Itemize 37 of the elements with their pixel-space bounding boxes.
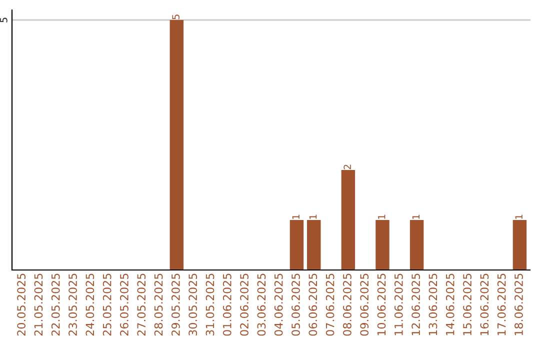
data-label: 5	[172, 14, 180, 20]
x-tick-label: 10.06.2025	[377, 274, 386, 336]
x-tick-label: 03.06.2025	[257, 274, 266, 336]
x-tick-label: 24.05.2025	[86, 274, 94, 336]
x-tick-label: 18.06.2025	[514, 274, 523, 336]
x-tick-label: 27.05.2025	[137, 274, 146, 336]
x-tick-label: 09.06.2025	[360, 274, 369, 336]
x-tick-label: 16.06.2025	[480, 274, 489, 336]
x-tick-label: 14.06.2025	[446, 274, 454, 336]
data-label: 2	[344, 164, 351, 170]
x-tick-label: 20.05.2025	[17, 274, 26, 336]
x-tick-label: 17.06.2025	[497, 274, 506, 336]
x-tick-label: 11.06.2025	[394, 274, 403, 336]
x-tick-label: 15.06.2025	[463, 274, 472, 336]
data-label: 1	[309, 214, 317, 219]
x-tick-label: 05.06.2025	[292, 274, 300, 336]
x-tick-label: 01.06.2025	[222, 274, 232, 336]
x-tick-label: 30.05.2025	[188, 274, 198, 336]
x-tick-label: 06.06.2025	[308, 274, 318, 336]
x-tick-label: 02.06.2025	[240, 274, 248, 336]
x-tick-label: 22.05.2025	[51, 274, 60, 336]
x-tick-label: 26.05.2025	[120, 274, 128, 336]
x-tick-label: 25.05.2025	[102, 274, 112, 336]
x-tick-label: 13.06.2025	[428, 274, 438, 336]
data-label: 1	[378, 214, 386, 219]
x-tick-label: 04.06.2025	[274, 274, 283, 336]
x-tick-label: 12.06.2025	[412, 274, 420, 336]
x-tick-label: 07.06.2025	[326, 274, 334, 336]
x-tick-label: 28.05.2025	[154, 274, 163, 336]
data-label: 1	[412, 214, 420, 219]
x-tick-label: 23.05.2025	[68, 274, 77, 336]
x-tick-label: 21.05.2025	[34, 274, 43, 336]
x-tick-label: 31.05.2025	[206, 274, 214, 336]
x-tick-label: 08.06.2025	[343, 274, 352, 336]
x-tick-label: 29.05.2025	[171, 274, 180, 336]
data-label: 1	[515, 214, 522, 219]
data-label: 1	[292, 214, 300, 219]
